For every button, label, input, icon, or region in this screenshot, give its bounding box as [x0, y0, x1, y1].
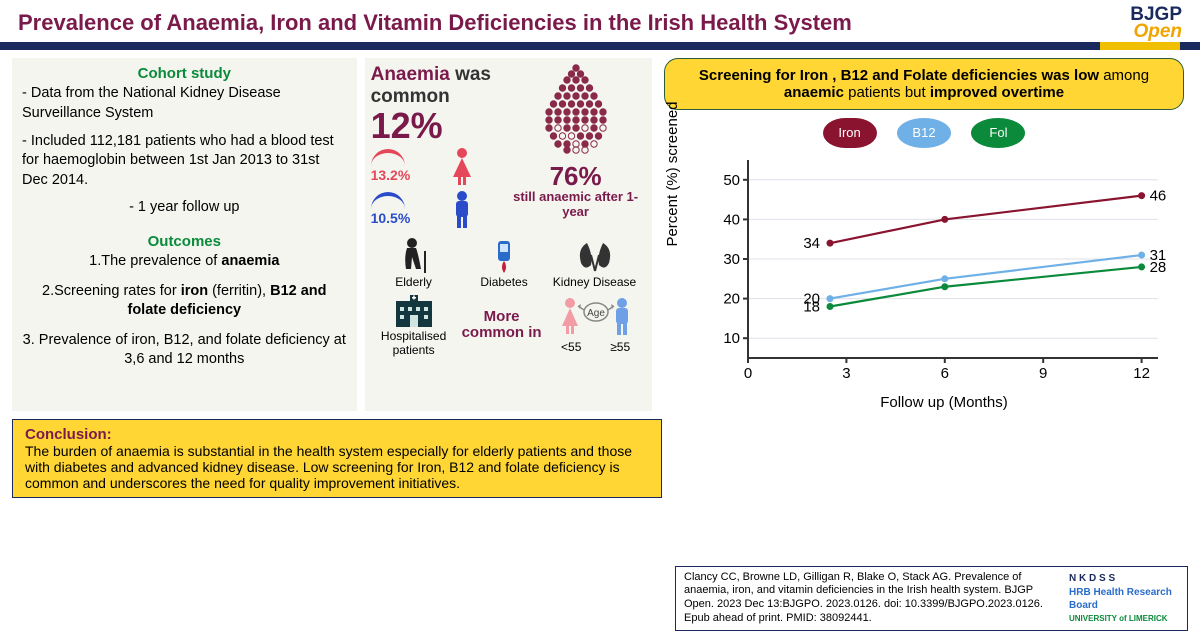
anaemia-heading: Anaemia was common: [371, 64, 511, 108]
kidney-block: Kidney Disease: [552, 235, 638, 291]
conclusion-title: Conclusion:: [25, 426, 112, 443]
screening-banner: Screening for Iron , B12 and Folate defi…: [664, 58, 1184, 110]
female-icon: [449, 147, 475, 187]
svg-text:20: 20: [723, 291, 740, 308]
female-arc-icon: [371, 149, 405, 167]
anaemia-pct: 12%: [371, 108, 511, 144]
svg-text:28: 28: [1150, 259, 1167, 276]
age-lt: <55: [561, 340, 581, 354]
logo-bottom: Open: [1130, 23, 1182, 40]
svg-text:Age: Age: [587, 308, 605, 319]
mid-panel: Anaemia was common 12% 13.2% 10.5% 76% s…: [365, 58, 652, 411]
cohort-title: Cohort study: [22, 64, 347, 84]
diabetes-block: Diabetes: [461, 235, 547, 291]
blood-drop-icon: [531, 64, 621, 159]
citation-box: Clancy CC, Browne LD, Gilligan R, Blake …: [675, 566, 1188, 632]
female-stat: 13.2%: [371, 147, 511, 187]
outcomes-title: Outcomes: [22, 232, 347, 252]
cohort-bullet-1: - Data from the National Kidney Disease …: [22, 84, 347, 123]
svg-text:10: 10: [723, 330, 740, 347]
svg-text:34: 34: [803, 235, 820, 252]
nkss-logo: N K D S S: [1069, 573, 1179, 586]
svg-text:30: 30: [723, 251, 740, 268]
still-text: still anaemic after 1-year: [511, 189, 641, 219]
citation-logos: N K D S S HRB Health Research Board UNIV…: [1069, 571, 1179, 627]
page-title: Prevalence of Anaemia, Iron and Vitamin …: [18, 10, 852, 36]
hrb-logo: HRB Health Research Board: [1069, 587, 1179, 612]
elderly-block: Elderly: [371, 235, 457, 291]
hospital-block: Hospitalised patients: [371, 291, 457, 359]
male-stat: 10.5%: [371, 190, 511, 230]
svg-text:18: 18: [803, 299, 820, 316]
legend-iron: Iron: [823, 118, 877, 148]
outcome-1: 1.The prevalence of anaemia: [22, 252, 347, 272]
age-block: Age <55 ≥55: [547, 294, 645, 356]
conclusion-text: The burden of anaemia is substantial in …: [25, 443, 632, 491]
legend-fol: Fol: [971, 118, 1025, 148]
svg-text:3: 3: [842, 365, 850, 382]
ul-logo: UNIVERSITY of LIMERICK: [1069, 614, 1179, 624]
more-common-in: More common in: [457, 309, 547, 341]
cohort-bullet-3: - 1 year follow up: [22, 198, 347, 218]
svg-text:12: 12: [1133, 365, 1150, 382]
female-pct: 13.2%: [371, 167, 411, 183]
svg-text:9: 9: [1039, 365, 1047, 382]
svg-text:50: 50: [723, 172, 740, 189]
elderly-icon: [396, 237, 432, 275]
chart-legend: Iron B12 Fol: [660, 118, 1188, 148]
y-axis-label: Percent (%) screened: [664, 74, 681, 274]
left-panel: Cohort study - Data from the National Ki…: [12, 58, 357, 411]
legend-b12: B12: [897, 118, 951, 148]
citation-text: Clancy CC, Browne LD, Gilligan R, Blake …: [684, 571, 1061, 627]
male-icon: [449, 190, 475, 230]
kidney-icon: [573, 237, 617, 275]
bjgp-logo: BJGP Open: [1130, 6, 1182, 40]
outcome-2: 2.Screening rates for iron (ferritin), B…: [22, 282, 347, 321]
x-axis-label: Follow up (Months): [700, 394, 1188, 411]
yellow-tab: [1100, 42, 1180, 50]
male-arc-icon: [371, 192, 405, 210]
svg-text:0: 0: [744, 365, 752, 382]
age-icon: Age: [548, 296, 644, 340]
hospital-icon: [392, 293, 436, 329]
svg-text:46: 46: [1150, 188, 1167, 205]
line-chart: 1020304050036912344620311828: [728, 154, 1188, 394]
header: Prevalence of Anaemia, Iron and Vitamin …: [0, 0, 1200, 50]
still-pct: 76%: [511, 164, 641, 189]
svg-text:40: 40: [723, 212, 740, 229]
male-pct: 10.5%: [371, 210, 411, 226]
outcome-3: 3. Prevalence of iron, B12, and folate d…: [22, 331, 347, 370]
age-ge: ≥55: [610, 340, 630, 354]
right-panel: Screening for Iron , B12 and Folate defi…: [660, 58, 1188, 411]
content: Cohort study - Data from the National Ki…: [0, 50, 1200, 411]
cohort-bullet-2: - Included 112,181 patients who had a bl…: [22, 132, 347, 191]
conclusion-box: Conclusion: The burden of anaemia is sub…: [12, 419, 662, 498]
svg-text:6: 6: [941, 365, 949, 382]
diabetes-icon: [486, 237, 522, 275]
